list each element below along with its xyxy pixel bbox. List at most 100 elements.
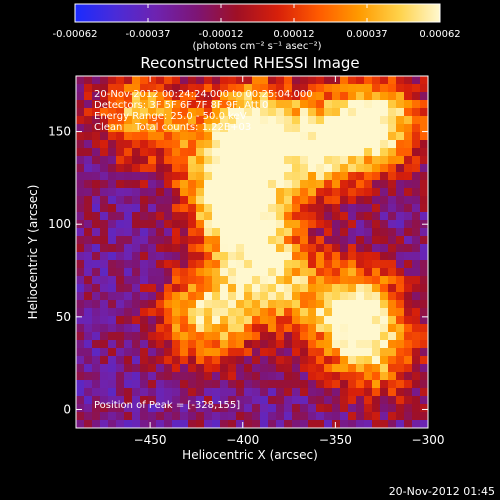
heatmap-cell: [348, 420, 357, 429]
heatmap-cell: [260, 300, 269, 309]
heatmap-cell: [100, 84, 109, 93]
heatmap-cell: [172, 124, 181, 133]
heatmap-cell: [268, 220, 277, 229]
heatmap-cell: [76, 172, 85, 181]
heatmap-cell: [124, 308, 133, 317]
heatmap-cell: [148, 116, 157, 125]
heatmap-cell: [204, 212, 213, 221]
heatmap-cell: [388, 324, 397, 333]
heatmap-cell: [420, 364, 429, 373]
heatmap-cell: [100, 324, 109, 333]
heatmap-cell: [332, 212, 341, 221]
heatmap-cell: [372, 172, 381, 181]
heatmap-cell: [100, 148, 109, 157]
heatmap-cell: [260, 156, 269, 165]
heatmap-cell: [100, 92, 109, 101]
heatmap-cell: [252, 316, 261, 325]
heatmap-cell: [380, 212, 389, 221]
heatmap-cell: [188, 132, 197, 141]
heatmap-cell: [172, 172, 181, 181]
heatmap-cell: [164, 404, 173, 413]
heatmap-cell: [92, 196, 101, 205]
heatmap-cell: [300, 380, 309, 389]
heatmap-cell: [244, 420, 253, 429]
heatmap-cell: [244, 92, 253, 101]
heatmap-cell: [140, 212, 149, 221]
heatmap-cell: [140, 404, 149, 413]
heatmap-cell: [180, 364, 189, 373]
heatmap-cell: [340, 332, 349, 341]
heatmap-cell: [260, 108, 269, 117]
heatmap-cell: [364, 92, 373, 101]
heatmap-cell: [76, 396, 85, 405]
heatmap-cell: [236, 388, 245, 397]
heatmap-cell: [308, 132, 317, 141]
colorbar-tick-label: 0.00037: [346, 29, 387, 40]
heatmap-cell: [180, 236, 189, 245]
heatmap-cell: [404, 276, 413, 285]
heatmap-cell: [356, 156, 365, 165]
heatmap-cell: [348, 300, 357, 309]
heatmap-cell: [108, 196, 117, 205]
heatmap-cell: [364, 332, 373, 341]
heatmap-cell: [308, 356, 317, 365]
heatmap-cell: [276, 116, 285, 125]
heatmap-cell: [196, 212, 205, 221]
heatmap-cell: [180, 196, 189, 205]
heatmap-cell: [356, 420, 365, 429]
heatmap-cell: [308, 188, 317, 197]
heatmap-cell: [268, 76, 277, 85]
heatmap-cell: [244, 252, 253, 261]
heatmap-cell: [228, 132, 237, 141]
heatmap-cell: [260, 372, 269, 381]
heatmap-cell: [356, 212, 365, 221]
heatmap-cell: [260, 412, 269, 421]
heatmap-cell: [292, 348, 301, 357]
heatmap-cell: [396, 196, 405, 205]
heatmap-cell: [172, 316, 181, 325]
heatmap-cell: [132, 92, 141, 101]
heatmap-cell: [172, 148, 181, 157]
heatmap-cell: [92, 100, 101, 109]
heatmap-cell: [180, 404, 189, 413]
heatmap-cell: [212, 348, 221, 357]
heatmap-cell: [188, 292, 197, 301]
heatmap-cell: [76, 316, 85, 325]
heatmap-cell: [340, 284, 349, 293]
heatmap-cell: [412, 156, 421, 165]
heatmap-cell: [196, 116, 205, 125]
heatmap-cell: [196, 196, 205, 205]
heatmap-cell: [116, 380, 125, 389]
heatmap-cell: [156, 404, 165, 413]
heatmap-cell: [260, 388, 269, 397]
heatmap-cell: [180, 300, 189, 309]
heatmap-cell: [132, 268, 141, 277]
heatmap-cell: [188, 276, 197, 285]
heatmap-cell: [404, 124, 413, 133]
heatmap-cell: [228, 292, 237, 301]
heatmap-cell: [348, 228, 357, 237]
heatmap-cell: [156, 236, 165, 245]
heatmap-cell: [220, 76, 229, 85]
heatmap-cell: [204, 332, 213, 341]
heatmap-cell: [316, 236, 325, 245]
heatmap-cell: [92, 268, 101, 277]
heatmap-cell: [116, 196, 125, 205]
heatmap-cell: [332, 292, 341, 301]
heatmap-cell: [252, 172, 261, 181]
heatmap-cell: [92, 356, 101, 365]
heatmap-cell: [100, 76, 109, 85]
heatmap-cell: [76, 188, 85, 197]
heatmap-cell: [180, 228, 189, 237]
heatmap-cell: [172, 196, 181, 205]
heatmap-cell: [332, 324, 341, 333]
heatmap-cell: [284, 140, 293, 149]
heatmap-cell: [220, 188, 229, 197]
heatmap-cell: [244, 156, 253, 165]
heatmap-cell: [140, 348, 149, 357]
heatmap-cell: [348, 84, 357, 93]
heatmap-cell: [76, 380, 85, 389]
heatmap-cell: [260, 76, 269, 85]
heatmap-cell: [364, 316, 373, 325]
